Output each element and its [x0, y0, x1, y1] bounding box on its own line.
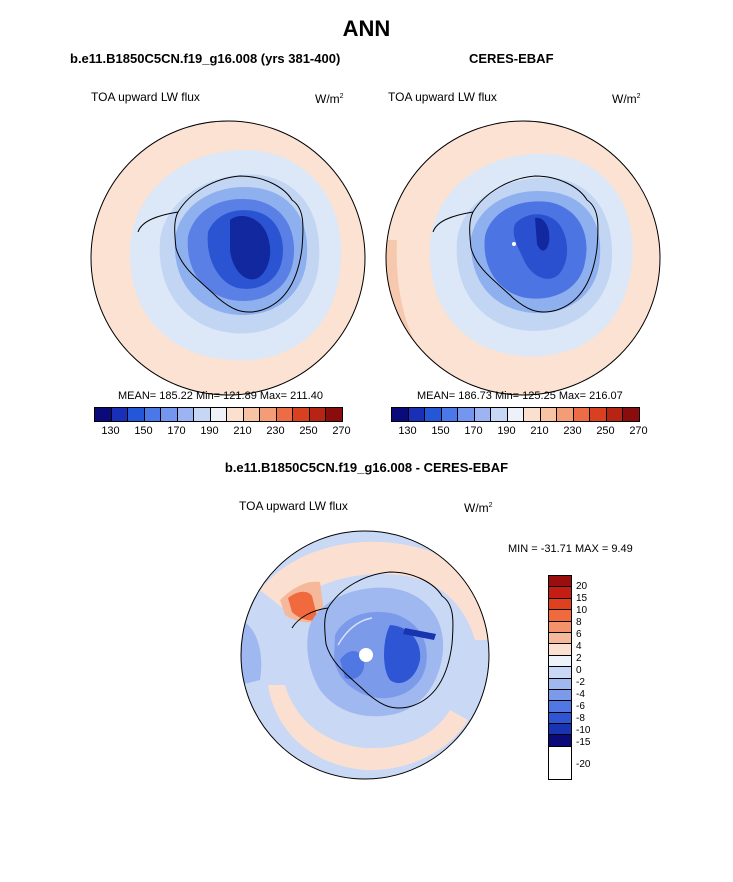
- left-units-label: W/m2: [315, 92, 344, 106]
- left-polar-map: [90, 120, 366, 396]
- cbar-tick: 150: [431, 425, 450, 437]
- vbar-cell: [549, 621, 571, 633]
- left-variable-label: TOA upward LW flux: [91, 90, 200, 104]
- diff-colorbar: [548, 575, 572, 780]
- cbar-cell: [276, 408, 294, 421]
- diff-units-label: W/m2: [464, 501, 493, 515]
- vbar-cell: [549, 667, 571, 679]
- right-colorbar: [391, 407, 640, 422]
- cbar-cell: [441, 408, 459, 421]
- cbar-cell: [458, 408, 475, 421]
- cbar-tick: 130: [398, 425, 417, 437]
- cbar-tick: 210: [233, 425, 252, 437]
- cbar-tick: -10: [576, 725, 591, 736]
- cbar-cell: [243, 408, 261, 421]
- cbar-cell: [540, 408, 558, 421]
- vbar-cell: [549, 701, 571, 713]
- diff-stats: MIN = -31.71 MAX = 9.49: [508, 543, 633, 555]
- cbar-cell: [606, 408, 624, 421]
- cbar-tick: 250: [596, 425, 615, 437]
- cbar-cell: [474, 408, 492, 421]
- cbar-tick: 0: [576, 665, 582, 676]
- cbar-cell: [507, 408, 525, 421]
- cbar-tick: 150: [134, 425, 153, 437]
- right-polar-map: [385, 120, 661, 396]
- cbar-tick: 15: [576, 593, 588, 604]
- vbar-cell: [549, 712, 571, 725]
- vbar-cell: [549, 587, 571, 599]
- cbar-tick: 6: [576, 629, 582, 640]
- cbar-tick: 170: [167, 425, 186, 437]
- vbar-cell: [549, 735, 571, 747]
- vbar-cell: [549, 576, 571, 588]
- cbar-cell: [161, 408, 178, 421]
- cbar-tick: 10: [576, 605, 588, 616]
- left-stats: MEAN= 185.22 Min= 121.89 Max= 211.40: [118, 390, 323, 402]
- vbar-cell: [549, 644, 571, 656]
- cbar-tick: 230: [266, 425, 285, 437]
- cbar-tick: -20: [576, 759, 591, 770]
- diff-variable-label: TOA upward LW flux: [239, 499, 348, 513]
- vbar-cell: [549, 724, 571, 736]
- diff-panel-title: b.e11.B1850C5CN.f19_g16.008 - CERES-EBAF: [224, 460, 509, 475]
- cbar-cell: [144, 408, 162, 421]
- cbar-cell: [623, 408, 639, 421]
- cbar-tick: 170: [464, 425, 483, 437]
- left-colorbar: [94, 407, 343, 422]
- cbar-tick: -2: [576, 677, 585, 688]
- cbar-tick: 190: [200, 425, 219, 437]
- cbar-tick: 130: [101, 425, 120, 437]
- cbar-cell: [425, 408, 442, 421]
- right-variable-label: TOA upward LW flux: [388, 90, 497, 104]
- cbar-tick: -8: [576, 713, 585, 724]
- cbar-cell: [293, 408, 310, 421]
- cbar-cell: [95, 408, 112, 421]
- cbar-cell: [573, 408, 591, 421]
- vbar-cell: [549, 655, 571, 668]
- cbar-tick: 4: [576, 641, 582, 652]
- cbar-tick: 270: [332, 425, 351, 437]
- vbar-cell: [549, 689, 571, 702]
- right-colorbar-ticks: 130 150 170 190 210 230 250 270: [391, 425, 647, 439]
- cbar-cell: [128, 408, 145, 421]
- cbar-tick: 8: [576, 617, 582, 628]
- cbar-tick: 2: [576, 653, 582, 664]
- cbar-tick: -4: [576, 689, 585, 700]
- cbar-cell: [177, 408, 195, 421]
- cbar-cell: [557, 408, 574, 421]
- right-panel-title: CERES-EBAF: [469, 51, 554, 66]
- cbar-tick: 250: [299, 425, 318, 437]
- cbar-tick: 20: [576, 581, 588, 592]
- right-stats: MEAN= 186.73 Min= 125.25 Max= 216.07: [417, 390, 623, 402]
- cbar-cell: [326, 408, 342, 421]
- diff-polar-map: [240, 530, 490, 780]
- vbar-cell: [549, 610, 571, 622]
- vbar-cell: [549, 678, 571, 690]
- left-panel-title: b.e11.B1850C5CN.f19_g16.008 (yrs 381-400…: [70, 51, 341, 66]
- vbar-cell: [549, 632, 571, 645]
- cbar-tick: -15: [576, 737, 591, 748]
- cbar-tick: 210: [530, 425, 549, 437]
- diff-colorbar-ticks: 20 15 10 8 6 4 2 0 -2 -4 -6 -8 -10 -15 -…: [576, 575, 616, 778]
- cbar-cell: [408, 408, 426, 421]
- left-colorbar-ticks: 130 150 170 190 210 230 250 270: [94, 425, 350, 439]
- cbar-tick: 270: [629, 425, 648, 437]
- cbar-cell: [227, 408, 244, 421]
- figure-title: ANN: [342, 16, 391, 41]
- cbar-cell: [210, 408, 228, 421]
- cbar-cell: [524, 408, 541, 421]
- cbar-tick: -6: [576, 701, 585, 712]
- cbar-cell: [491, 408, 508, 421]
- cbar-cell: [590, 408, 607, 421]
- cbar-tick: 230: [563, 425, 582, 437]
- cbar-cell: [392, 408, 409, 421]
- right-units-label: W/m2: [612, 92, 641, 106]
- cbar-tick: 190: [497, 425, 516, 437]
- cbar-cell: [309, 408, 327, 421]
- cbar-cell: [260, 408, 277, 421]
- cbar-cell: [194, 408, 211, 421]
- cbar-cell: [111, 408, 129, 421]
- vbar-cell: [549, 598, 571, 611]
